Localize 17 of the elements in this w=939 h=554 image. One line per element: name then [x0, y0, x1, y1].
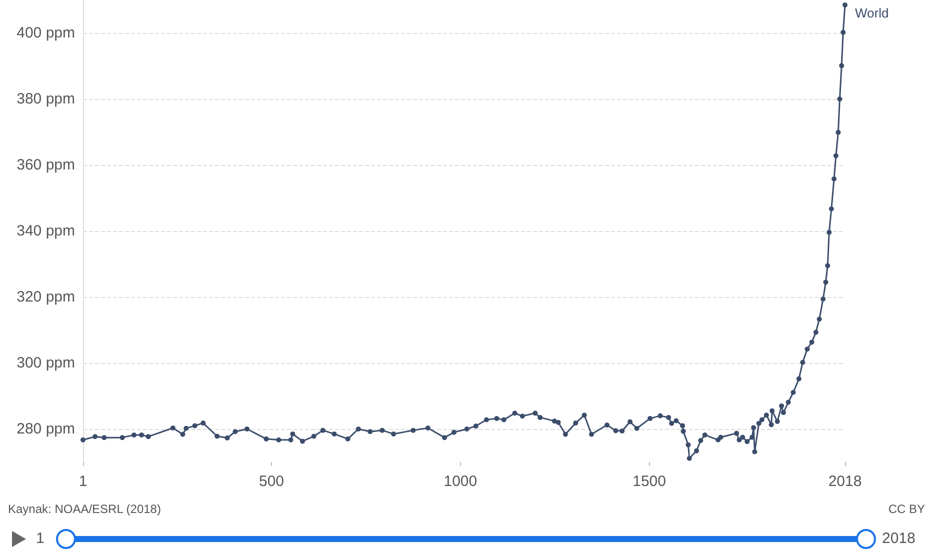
text: Kaynak: NOAA/ESRL (2018) — [8, 502, 161, 516]
x-tick-label: 1000 — [444, 473, 478, 490]
y-tick-label: 380 ppm — [16, 90, 75, 108]
text: 1 — [36, 530, 44, 547]
text: CC BY — [888, 502, 926, 516]
series-label: World — [855, 5, 889, 20]
x-tick-label: 500 — [259, 473, 284, 490]
x-tick-label: 1 — [78, 473, 88, 490]
x-tick-label: 1500 — [632, 473, 666, 490]
y-tick-label: 400 ppm — [16, 24, 75, 42]
x-tick-label: 2018 — [828, 473, 862, 490]
text: 2018 — [882, 530, 916, 547]
y-tick-label: 280 ppm — [16, 420, 75, 438]
y-tick-label: 300 ppm — [16, 354, 75, 372]
y-tick-label: 360 ppm — [16, 156, 75, 174]
y-tick-label: 320 ppm — [16, 288, 75, 306]
y-tick-label: 340 ppm — [16, 222, 75, 240]
